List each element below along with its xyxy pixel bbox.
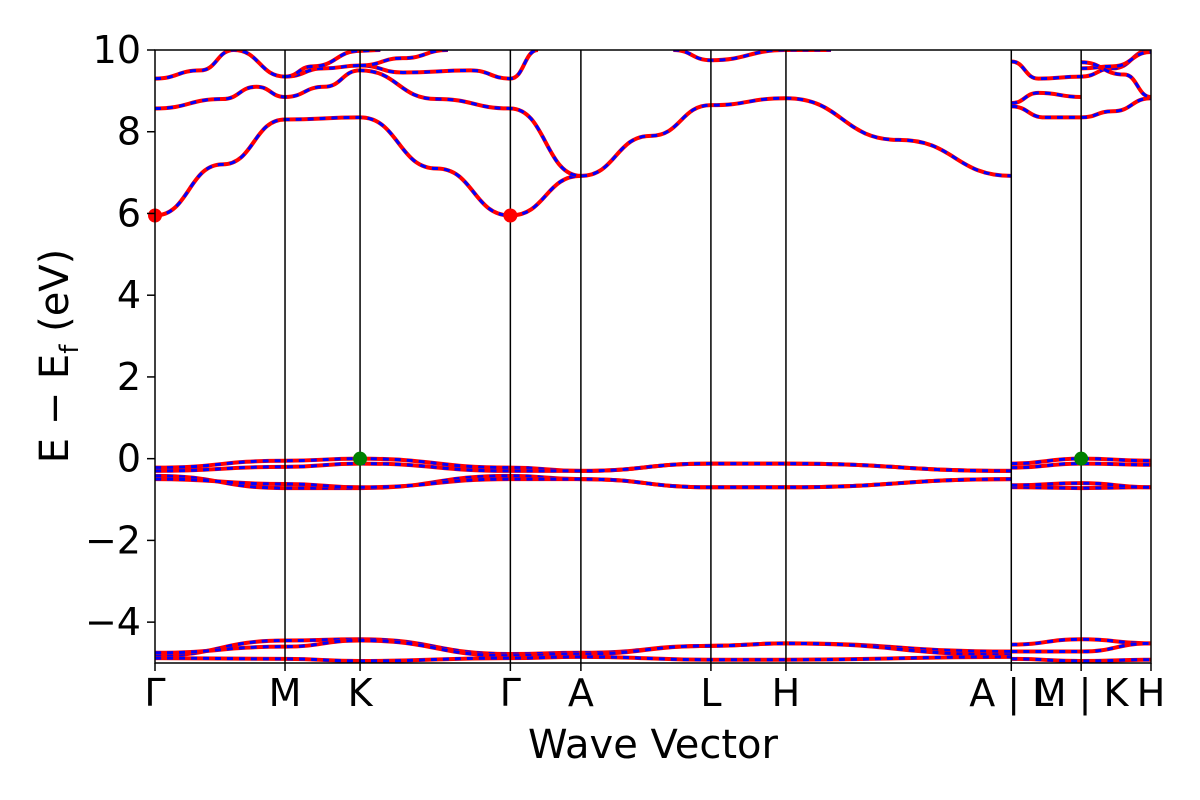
y-axis-label: E − Ef (eV) xyxy=(32,249,85,464)
y-tick-label-6: 8 xyxy=(117,110,141,154)
band-lines xyxy=(155,50,1151,663)
y-axis-label-tail: (eV) xyxy=(32,249,78,345)
x-tick-label-0: Γ xyxy=(144,671,165,715)
y-axis: −4 −2 0 2 4 6 8 10 xyxy=(85,28,155,644)
x-tick-label-1: M xyxy=(269,671,302,715)
vbm-marker-1 xyxy=(1074,451,1089,466)
band-line-overlay-1 xyxy=(155,68,582,178)
y-tick-label-2: 0 xyxy=(117,437,141,481)
y-tick-label-7: 10 xyxy=(93,28,141,72)
x-axis-label: Wave Vector xyxy=(528,722,779,768)
y-axis-label-main: E − E xyxy=(32,354,78,464)
band-line-overlay-21 xyxy=(155,655,1012,663)
y-tick-label-0: −4 xyxy=(85,600,141,644)
extrema-markers xyxy=(148,208,1089,466)
vbm-marker-0 xyxy=(353,451,368,466)
band-line-1 xyxy=(155,68,582,178)
y-tick-label-4: 4 xyxy=(117,273,141,317)
band-line-overlay-5 xyxy=(284,50,381,79)
band-line-12 xyxy=(155,461,1012,473)
x-tick-label-5: L xyxy=(700,671,721,715)
band-line-21 xyxy=(155,654,1012,663)
band-line-overlay-2 xyxy=(155,50,539,81)
x-tick-label-2: K xyxy=(348,671,374,715)
x-tick-label-4: A xyxy=(568,671,594,715)
band-line-overlay-3 xyxy=(360,50,448,68)
plot-frame xyxy=(154,49,1152,664)
y-tick-label-1: −2 xyxy=(85,518,141,562)
band-line-overlay-12 xyxy=(155,462,1012,473)
band-line-overlay-9 xyxy=(1081,50,1151,70)
x-tick-label-9: H xyxy=(1137,671,1166,715)
x-tick-label-6: H xyxy=(772,671,801,715)
y-tick-label-3: 2 xyxy=(117,355,141,399)
x-tick-label-8: M | K xyxy=(1034,671,1130,716)
y-tick-label-5: 6 xyxy=(117,191,141,235)
band-line-overlay-7 xyxy=(1011,91,1082,105)
band-line-overlay-10 xyxy=(1081,60,1151,99)
y-axis-label-subscript: f xyxy=(55,344,85,354)
x-tick-label-7: A | L xyxy=(969,671,1053,716)
cbm-marker-1 xyxy=(503,208,518,223)
x-tick-label-3: Γ xyxy=(500,671,521,715)
kpoint-lines xyxy=(284,50,1082,663)
band-line-overlay-14 xyxy=(155,477,1012,489)
band-line-0 xyxy=(155,96,1012,218)
band-line-overlay-20 xyxy=(155,639,1012,658)
band-line-20 xyxy=(155,638,1012,658)
band-line-overlay-0 xyxy=(155,96,1012,218)
band-line-overlay-4 xyxy=(673,50,832,62)
band-line-14 xyxy=(155,477,1012,490)
